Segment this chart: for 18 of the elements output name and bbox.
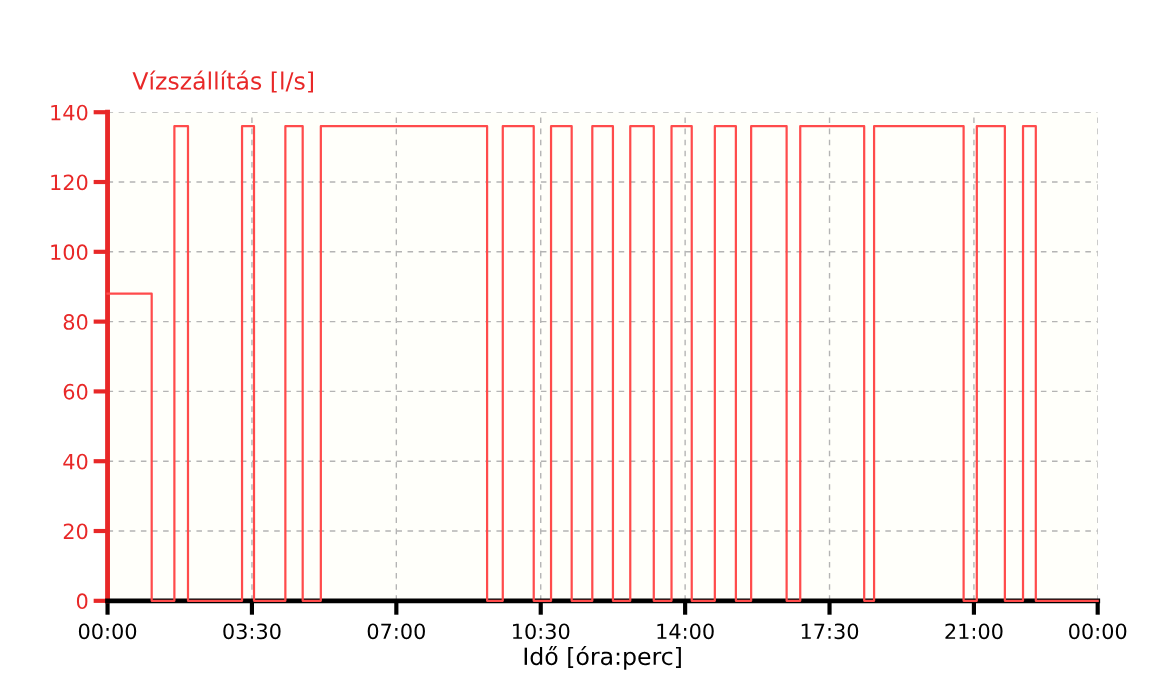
x-tick-label: 14:00	[657, 623, 714, 640]
x-tick-label: 00:00	[1069, 623, 1127, 640]
x-tick-label: 07:00	[367, 623, 425, 640]
x-tick-label: 00:00	[78, 623, 137, 640]
y-tick-label: 120	[51, 174, 88, 191]
x-tick-label: 21:00	[945, 623, 1003, 640]
x-tick-label: 17:30	[801, 623, 859, 640]
y-tick-label: 40	[63, 453, 88, 470]
y-tick-label: 60	[63, 383, 88, 400]
x-axis-title: Idő [óra:perc]	[524, 645, 681, 670]
x-tick-label: 03:30	[223, 623, 281, 640]
x-tick-label: 10:30	[513, 623, 570, 640]
y-tick-label: 100	[51, 244, 88, 261]
y-tick-label: 80	[63, 314, 88, 330]
y-tick-label: 0	[76, 593, 88, 610]
y-axis-title: Vízszállítás [l/s]	[132, 70, 313, 93]
y-tick-label: 140	[51, 104, 88, 121]
y-tick-label: 20	[63, 523, 88, 540]
